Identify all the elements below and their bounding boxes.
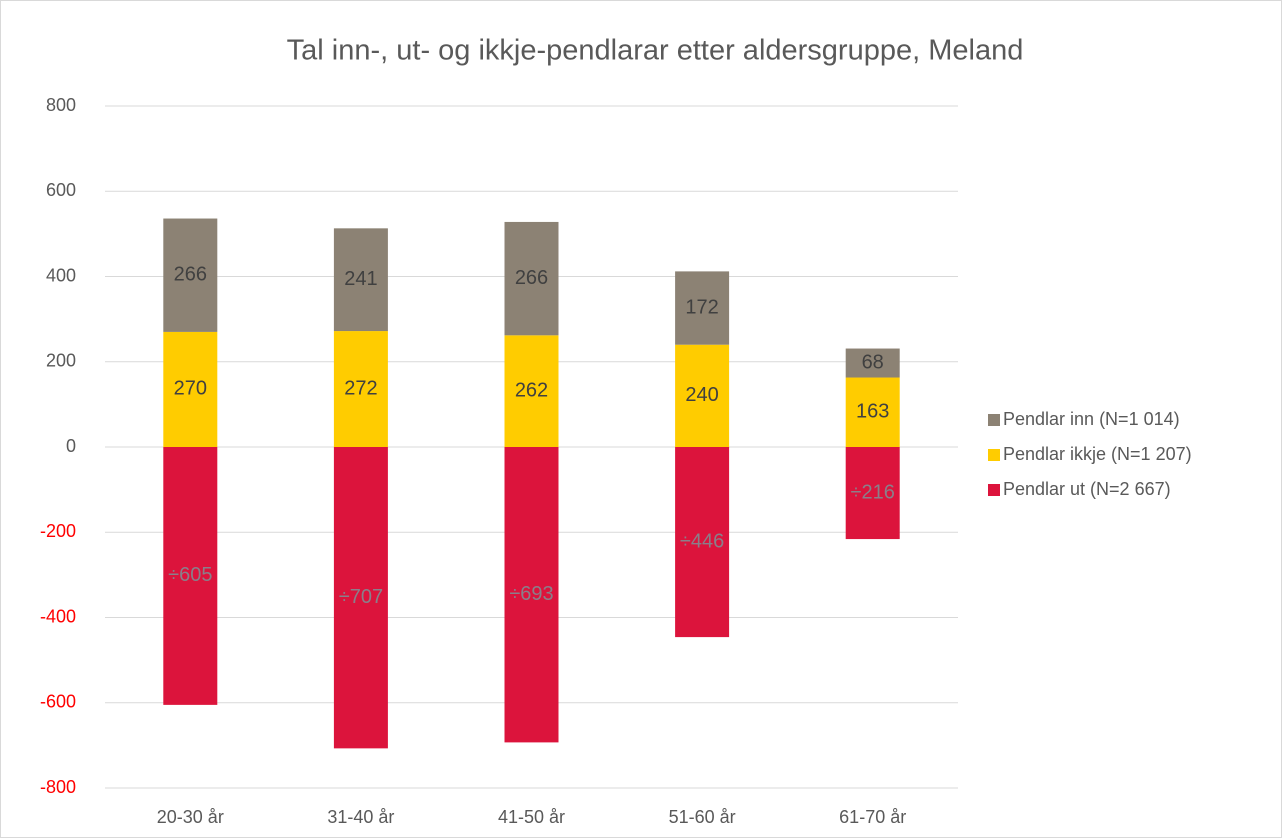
bar-segment xyxy=(163,331,218,447)
legend-label: Pendlar inn (N=1 014) xyxy=(1003,409,1180,429)
bar-segment xyxy=(333,228,388,332)
data-label: 266 xyxy=(515,267,548,289)
y-tick-label: -800 xyxy=(40,777,76,797)
data-label: ÷216 xyxy=(851,481,895,503)
y-tick-label: 0 xyxy=(66,436,76,456)
data-label: 172 xyxy=(685,296,718,318)
legend-swatch xyxy=(988,449,1000,461)
y-tick-label: -200 xyxy=(40,521,76,541)
bar-segment xyxy=(333,331,388,447)
y-tick-label: 600 xyxy=(46,180,76,200)
x-tick-label: 41-50 år xyxy=(498,807,565,827)
x-tick-label: 20-30 år xyxy=(157,807,224,827)
bar-segment xyxy=(845,348,900,378)
data-label: 262 xyxy=(515,379,548,401)
bar-segment xyxy=(845,447,900,540)
chart-title: Tal inn-, ut- og ikkje-pendlarar etter a… xyxy=(287,35,1024,67)
bar-segment xyxy=(675,447,730,638)
legend-swatch xyxy=(988,484,1000,496)
data-label: 68 xyxy=(862,351,884,373)
y-tick-label: 800 xyxy=(46,95,76,115)
data-label: 272 xyxy=(344,377,377,399)
y-tick-label: -600 xyxy=(40,692,76,712)
data-label: ÷707 xyxy=(339,586,383,608)
bar-segment xyxy=(675,344,730,447)
data-label: 163 xyxy=(856,401,889,423)
data-label: ÷446 xyxy=(680,530,724,552)
x-tick-label: 31-40 år xyxy=(327,807,394,827)
bar-segment xyxy=(504,221,559,336)
data-label: 240 xyxy=(685,384,718,406)
x-tick-label: 51-60 år xyxy=(669,807,736,827)
legend-swatch xyxy=(988,414,1000,426)
data-label: ÷605 xyxy=(168,564,212,586)
data-label: ÷693 xyxy=(509,583,553,605)
bar-segment xyxy=(845,377,900,447)
data-label: 270 xyxy=(174,378,207,400)
bar-segment xyxy=(163,447,218,705)
data-label: 266 xyxy=(174,264,207,286)
y-tick-label: 200 xyxy=(46,351,76,371)
bar-segment xyxy=(163,218,218,332)
y-tick-label: -400 xyxy=(40,606,76,626)
data-label: 241 xyxy=(344,268,377,290)
x-tick-label: 61-70 år xyxy=(839,807,906,827)
bar-segment xyxy=(504,447,559,743)
bar-segment xyxy=(333,447,388,749)
legend-label: Pendlar ut (N=2 667) xyxy=(1003,479,1171,499)
bar-segment xyxy=(675,271,730,345)
legend-label: Pendlar ikkje (N=1 207) xyxy=(1003,444,1192,464)
bar-segment xyxy=(504,335,559,447)
y-tick-label: 400 xyxy=(46,265,76,285)
